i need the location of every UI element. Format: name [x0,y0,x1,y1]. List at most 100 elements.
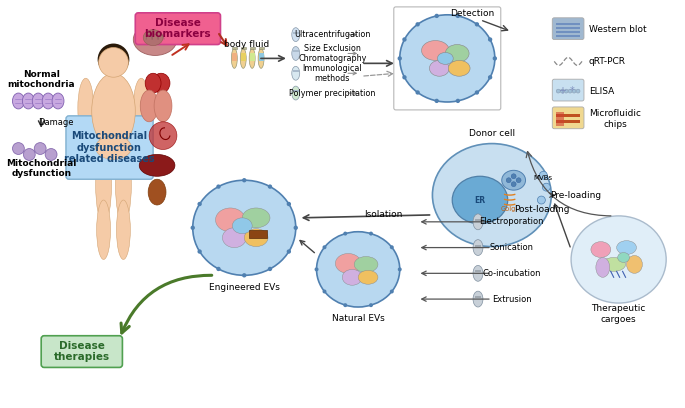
Circle shape [456,99,460,103]
Circle shape [516,178,521,183]
Bar [241,47,246,49]
Bar [292,90,299,92]
Ellipse shape [258,49,264,68]
Bar [475,296,481,298]
Ellipse shape [596,257,610,277]
Ellipse shape [192,180,296,275]
Text: Electroporation: Electroporation [479,217,544,226]
Ellipse shape [78,78,94,137]
Bar [475,271,481,273]
Bar [556,35,580,37]
Text: Sonication: Sonication [490,243,534,252]
Ellipse shape [223,228,246,248]
Circle shape [416,22,420,27]
Circle shape [369,232,373,235]
Ellipse shape [242,208,270,228]
Bar [475,219,481,221]
Ellipse shape [134,24,177,55]
Ellipse shape [240,49,246,68]
Text: Ultracentrifugation: Ultracentrifugation [294,30,371,39]
Circle shape [197,249,202,254]
Text: Post-loading: Post-loading [514,206,569,215]
Ellipse shape [97,200,110,259]
Bar [232,47,237,49]
Bar [232,53,237,61]
Bar [556,27,580,29]
Text: body fluid: body fluid [223,40,269,49]
Bar [241,53,246,61]
Circle shape [493,56,497,60]
Ellipse shape [149,122,177,149]
Bar [250,47,255,49]
Ellipse shape [452,176,508,224]
Circle shape [576,89,580,93]
Text: *: * [570,86,575,96]
Ellipse shape [12,93,25,109]
Text: +: + [558,86,566,96]
Ellipse shape [429,60,449,76]
Text: Mitochondrial
dysfunction: Mitochondrial dysfunction [6,159,77,178]
Ellipse shape [23,149,35,160]
Ellipse shape [292,86,300,100]
FancyBboxPatch shape [552,79,584,101]
Ellipse shape [473,239,483,255]
Bar [259,53,264,61]
Text: Natural EVs: Natural EVs [332,315,384,324]
Circle shape [242,178,247,182]
Bar [110,76,117,86]
Ellipse shape [216,208,245,232]
Text: Pre-loading: Pre-loading [551,191,601,200]
Bar [556,112,564,126]
Ellipse shape [432,144,551,246]
Circle shape [475,90,479,95]
Text: Damage: Damage [38,118,74,127]
Ellipse shape [292,28,300,42]
Bar [249,230,267,238]
Circle shape [543,183,550,191]
Ellipse shape [96,148,112,223]
FancyBboxPatch shape [41,336,123,368]
Text: ELISA: ELISA [589,86,614,95]
Ellipse shape [501,170,525,190]
Circle shape [390,245,394,249]
Ellipse shape [152,73,170,93]
Text: Disease
biomarkers: Disease biomarkers [145,18,211,40]
Text: Immunological
methods: Immunological methods [303,64,362,83]
Text: Size Exclusion
Chromatography: Size Exclusion Chromatography [298,44,366,63]
Ellipse shape [400,15,495,102]
Circle shape [506,178,511,183]
Ellipse shape [12,142,25,155]
Circle shape [556,89,560,93]
Ellipse shape [232,49,237,68]
Circle shape [314,267,319,271]
Bar [292,51,299,53]
Circle shape [402,75,407,80]
Circle shape [197,202,202,206]
Circle shape [286,202,291,206]
Ellipse shape [232,218,252,234]
Circle shape [511,174,516,179]
Ellipse shape [316,232,400,307]
Circle shape [190,226,195,230]
FancyBboxPatch shape [66,116,153,179]
Ellipse shape [96,135,132,160]
Text: Golgi: Golgi [501,206,519,212]
Circle shape [343,232,347,235]
Circle shape [434,14,439,18]
Text: ER: ER [475,195,486,204]
Ellipse shape [591,242,611,257]
Circle shape [242,273,247,277]
Circle shape [294,226,298,230]
Circle shape [538,196,545,204]
Circle shape [98,44,129,75]
Circle shape [323,245,327,249]
Ellipse shape [445,44,469,62]
Circle shape [286,249,291,254]
Circle shape [268,184,272,189]
Text: Engineered EVs: Engineered EVs [209,283,279,292]
Ellipse shape [354,257,378,273]
Ellipse shape [140,90,158,122]
Ellipse shape [42,93,54,109]
Ellipse shape [602,257,625,271]
Ellipse shape [336,253,361,273]
